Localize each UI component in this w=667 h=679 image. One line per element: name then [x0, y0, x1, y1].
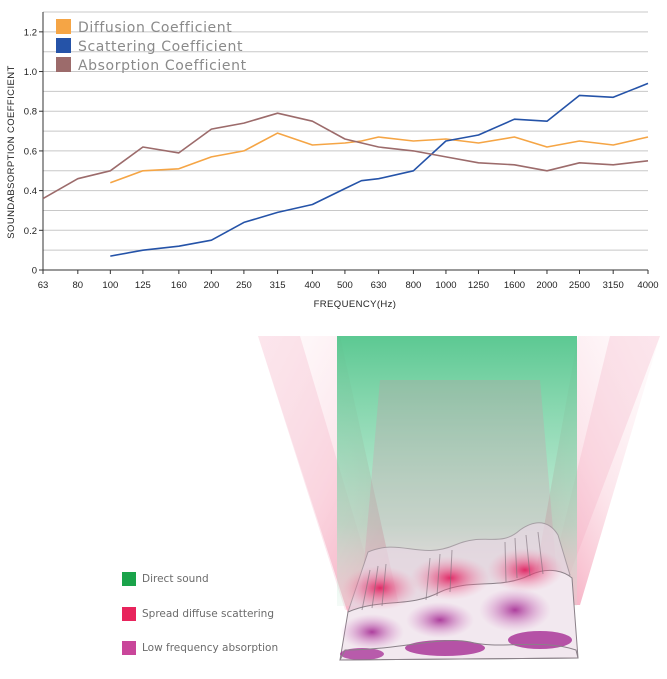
x-tick-label: 80: [73, 280, 84, 291]
x-tick-label: 3150: [603, 280, 624, 291]
y-axis-title: SOUNDABSORPTION COEFFICIENT: [6, 65, 17, 238]
series-line-diffusion-coefficient: [110, 132, 649, 184]
legend-label-diffusion-coefficient: Diffusion Coefficient: [78, 20, 232, 36]
x-tick-label: 1600: [504, 280, 525, 291]
x-tick-label: 1250: [468, 280, 489, 291]
x-tick-label: 250: [236, 280, 252, 291]
x-tick-label: 125: [135, 280, 151, 291]
absorption-zone-3: [479, 588, 551, 632]
chart-legend: Diffusion Coefficient Scattering Coeffici…: [56, 19, 247, 74]
series-line-absorption-coefficient: [42, 112, 649, 200]
absorption-zone-base-2: [405, 640, 485, 656]
acoustic-diffusion-illustration: Direct sound Spread diffuse scattering L…: [0, 320, 667, 679]
absorption-zone-base-1: [340, 648, 384, 660]
scatter-hotspot-2: [410, 556, 490, 600]
legend-swatch-diffusion-coefficient: [56, 19, 71, 34]
x-tick-label: 100: [102, 280, 118, 291]
x-tick-label: 315: [270, 280, 286, 291]
legend-swatch-absorption-coefficient: [56, 57, 71, 72]
scatter-hotspot-1: [342, 566, 418, 610]
x-tick-label: 630: [371, 280, 387, 291]
x-tick-label: 800: [405, 280, 421, 291]
legend-label-absorption-coefficient: Absorption Coefficient: [78, 58, 247, 74]
x-tick-label: 1000: [435, 280, 456, 291]
legend-label-diffuse-scattering: Spread diffuse scattering: [142, 608, 274, 620]
y-tick-label: 0: [32, 266, 37, 277]
x-tick-label: 400: [304, 280, 320, 291]
legend-swatch-scattering-coefficient: [56, 38, 71, 53]
diffuser-fins: [361, 531, 544, 611]
series-line-scattering-coefficient: [110, 82, 649, 257]
series-lines: [42, 82, 649, 257]
x-tick-label: 500: [337, 280, 353, 291]
x-tick-label: 2500: [569, 280, 590, 291]
y-tick-label: 1.0: [24, 67, 37, 78]
x-tick-label: 4000: [637, 280, 658, 291]
panel-base-outline: [339, 640, 579, 661]
coefficient-line-chart: 0 0.2 0.4 0.6 0.8 1.0 1.2 63 80 100 125 160 200 250 3…: [6, 11, 659, 310]
x-tick-label: 2000: [536, 280, 557, 291]
y-tick-label: 0.4: [24, 186, 37, 197]
x-axis-title: FREQUENCY(Hz): [314, 299, 397, 310]
grid-lines: [43, 11, 648, 251]
legend-item-low-frequency-absorption: Low frequency absorption: [122, 641, 278, 655]
legend-label-direct-sound: Direct sound: [142, 573, 209, 585]
y-tick-label: 1.2: [24, 27, 37, 38]
y-tick-label: 0.8: [24, 107, 37, 118]
x-tick-label: 63: [38, 280, 49, 291]
diffuse-scattering-swatch: [122, 607, 136, 621]
y-tick-label: 0.6: [24, 146, 37, 157]
direct-sound-swatch: [122, 572, 136, 586]
legend-label-low-frequency-absorption: Low frequency absorption: [142, 642, 279, 654]
absorption-zone-2: [406, 602, 474, 638]
low-frequency-absorption-swatch: [122, 641, 136, 655]
legend-label-scattering-coefficient: Scattering Coefficient: [78, 39, 243, 55]
y-tick-labels: 0 0.2 0.4 0.6 0.8 1.0 1.2: [24, 27, 43, 277]
y-tick-label: 0.2: [24, 226, 37, 237]
x-tick-label: 160: [171, 280, 187, 291]
legend-item-diffuse-scattering: Spread diffuse scattering: [122, 607, 274, 621]
scatter-hotspot-3: [487, 548, 563, 592]
absorption-zone-1: [340, 614, 404, 650]
x-tick-label: 200: [203, 280, 219, 291]
x-tick-labels: 63 80 100 125 160 200 250 315 400 500 630 800 1000 12…: [38, 270, 659, 291]
panel-sound-diagram: [258, 336, 660, 661]
legend-item-direct-sound: Direct sound: [122, 572, 209, 586]
